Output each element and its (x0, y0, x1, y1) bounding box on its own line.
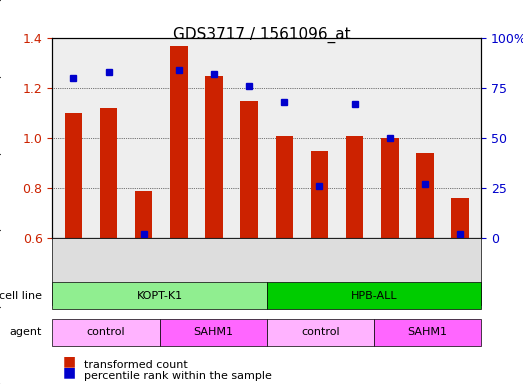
Bar (205, 76, 223, 238)
Bar (241, 101, 258, 238)
Text: SAHM1: SAHM1 (193, 327, 233, 337)
Text: control: control (301, 327, 339, 337)
Text: ■: ■ (63, 354, 76, 368)
Text: transformed count: transformed count (84, 360, 187, 370)
Bar (311, 151, 328, 238)
Text: HPB-ALL: HPB-ALL (350, 291, 397, 301)
Text: GDS3717 / 1561096_at: GDS3717 / 1561096_at (173, 27, 350, 43)
Bar (65, 113, 82, 238)
Text: agent: agent (9, 327, 42, 337)
Bar (135, 190, 153, 238)
Text: SAHM1: SAHM1 (407, 327, 448, 337)
Bar (451, 198, 469, 238)
Text: ■: ■ (63, 365, 76, 379)
Text: percentile rank within the sample: percentile rank within the sample (84, 371, 271, 381)
Text: cell line: cell line (0, 291, 42, 301)
Bar (416, 153, 434, 238)
Bar (170, 46, 188, 238)
Text: KOPT-K1: KOPT-K1 (137, 291, 183, 301)
Bar (346, 136, 363, 238)
Bar (381, 138, 399, 238)
Bar (100, 108, 117, 238)
Bar (276, 136, 293, 238)
Text: control: control (87, 327, 125, 337)
